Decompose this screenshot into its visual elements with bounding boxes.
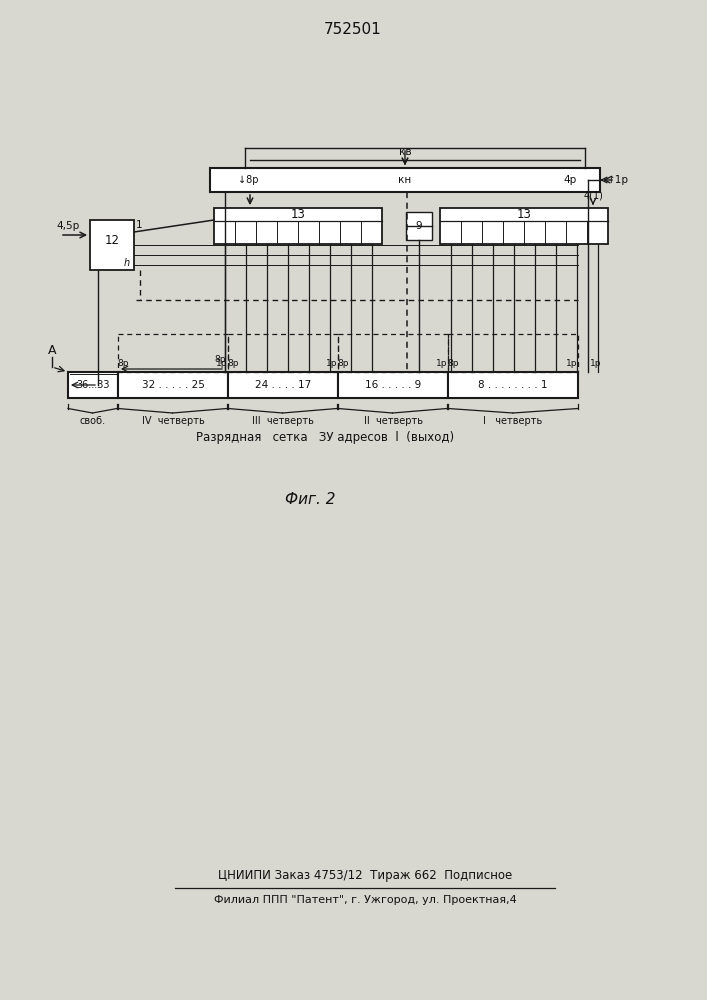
Text: 4(1): 4(1) [583, 191, 603, 201]
Bar [214, 208, 382, 244]
Text: I   четверть: I четверть [484, 416, 543, 426]
Text: IV  четверть: IV четверть [141, 416, 204, 426]
Text: 9: 9 [416, 221, 422, 231]
Text: 8р: 8р [448, 359, 459, 367]
Text: 1р: 1р [216, 359, 228, 367]
Text: 1р: 1р [326, 359, 338, 367]
Text: 8р: 8р [227, 359, 239, 367]
Text: III  четверть: III четверть [252, 416, 314, 426]
Text: 8р: 8р [214, 356, 226, 364]
Text: 32 . . . . . 25: 32 . . . . . 25 [141, 380, 204, 390]
Text: A: A [48, 344, 57, 357]
Text: 8 . . . . . . . . 1: 8 . . . . . . . . 1 [478, 380, 548, 390]
Text: 1р: 1р [436, 359, 448, 367]
Text: ЦНИИПИ Заказ 4753/12  Тираж 662  Подписное: ЦНИИПИ Заказ 4753/12 Тираж 662 Подписное [218, 869, 512, 882]
Text: Разрядная   сетка   ЗУ адресов  l  (выход): Разрядная сетка ЗУ адресов l (выход) [196, 430, 454, 444]
Text: своб.: своб. [80, 416, 106, 426]
Bar [210, 168, 600, 192]
Text: 12: 12 [105, 233, 119, 246]
Text: 8р: 8р [117, 359, 129, 367]
Bar [118, 372, 228, 398]
Text: Филиал ППП "Патент", г. Ужгород, ул. Проектная,4: Филиал ППП "Патент", г. Ужгород, ул. Про… [214, 895, 516, 905]
Text: 4р: 4р [563, 175, 577, 185]
Text: 4,5р: 4,5р [57, 221, 80, 231]
Text: 13: 13 [291, 209, 305, 222]
Text: Фиг. 2: Фиг. 2 [285, 492, 335, 508]
Bar [68, 372, 118, 398]
Bar [338, 372, 448, 398]
Bar [440, 208, 608, 244]
Bar [90, 220, 134, 270]
Text: 24 . . . . 17: 24 . . . . 17 [255, 380, 311, 390]
Bar [448, 372, 578, 398]
Text: 16 . . . . . 9: 16 . . . . . 9 [365, 380, 421, 390]
Text: 8р: 8р [337, 359, 349, 367]
Text: кн: кн [398, 175, 411, 185]
Bar [228, 372, 338, 398]
Text: ↓8р: ↓8р [238, 175, 259, 185]
Text: 752501: 752501 [324, 22, 382, 37]
Text: 1: 1 [136, 220, 142, 230]
Text: 13: 13 [517, 209, 532, 222]
Text: 1р: 1р [590, 360, 602, 368]
Text: 1р: 1р [566, 359, 578, 367]
Text: h: h [124, 258, 130, 268]
Text: кв: кв [399, 147, 411, 157]
Text: II  четверть: II четверть [363, 416, 423, 426]
Bar [406, 212, 432, 240]
Text: 36...33: 36...33 [76, 380, 110, 390]
Text: ↑1р: ↑1р [607, 175, 629, 185]
